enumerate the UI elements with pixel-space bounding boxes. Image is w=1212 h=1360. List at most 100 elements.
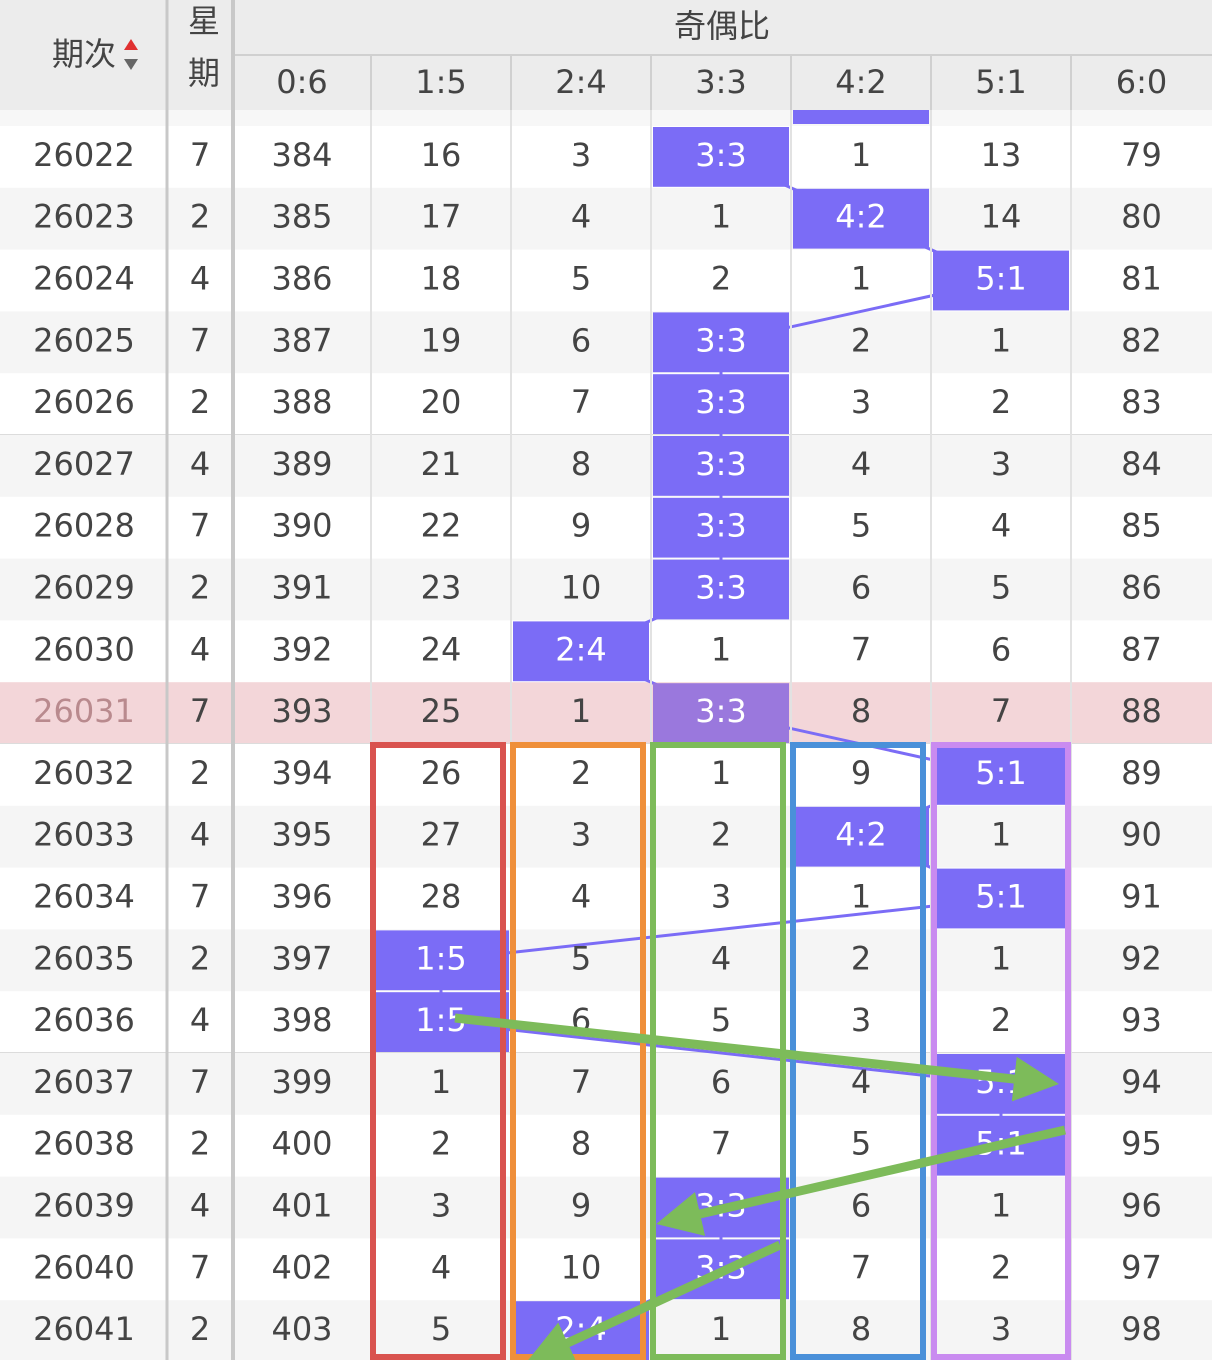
- cell: 6: [851, 1187, 871, 1225]
- cell: 3: [571, 136, 591, 174]
- cell: 8: [571, 1125, 591, 1163]
- cell: 2: [991, 1248, 1011, 1286]
- cell: 2: [711, 260, 731, 298]
- cell: 1: [851, 260, 871, 298]
- cell: 2: [711, 816, 731, 854]
- cell: 7: [851, 1248, 871, 1286]
- period: 26029: [33, 569, 135, 607]
- cell: 23: [421, 569, 462, 607]
- hit-cell: [373, 930, 509, 991]
- cell: 5: [851, 507, 871, 545]
- cell: 3: [991, 1310, 1011, 1348]
- cell: 13: [981, 136, 1022, 174]
- row-bg: [0, 805, 1212, 869]
- cell: 3: [711, 878, 731, 916]
- weekday: 7: [190, 507, 210, 545]
- cell: 6: [711, 1063, 731, 1101]
- period: 26028: [33, 507, 135, 545]
- hit-cell: [653, 312, 789, 373]
- cell: 1: [711, 1310, 731, 1348]
- column-header: 3:3: [695, 63, 747, 101]
- weekday: 2: [190, 569, 210, 607]
- cell: 3:3: [695, 569, 747, 607]
- cell: 21: [421, 445, 462, 483]
- cell: 9: [571, 507, 591, 545]
- cell: 82: [1121, 321, 1162, 359]
- weekday: 2: [190, 1310, 210, 1348]
- weekday: 2: [190, 383, 210, 421]
- period: 26036: [33, 1001, 135, 1039]
- period: 26037: [33, 1063, 135, 1101]
- weekday: 7: [190, 321, 210, 359]
- period-header[interactable]: 期次: [52, 35, 116, 73]
- weekday-header: 星期: [183, 4, 221, 108]
- cell: 4: [851, 1063, 871, 1101]
- cell: 87: [1121, 630, 1162, 668]
- hit-cell: [933, 745, 1069, 805]
- weekday: 4: [190, 630, 210, 668]
- cell: 3:3: [695, 321, 747, 359]
- row-bg: [0, 311, 1212, 374]
- row-bg: [0, 991, 1212, 1054]
- cell: 384: [271, 136, 332, 174]
- weekday: 7: [190, 878, 210, 916]
- column-header: 4:2: [835, 63, 887, 101]
- column-header: 0:6: [276, 63, 328, 101]
- sort-up-icon[interactable]: [124, 39, 138, 50]
- cell: 26: [421, 754, 462, 792]
- weekday: 4: [190, 445, 210, 483]
- highlight-box: [370, 742, 506, 1360]
- highlight-box: [510, 742, 646, 1360]
- cell: 3: [851, 1001, 871, 1039]
- cell: 8: [851, 1310, 871, 1348]
- weekday: 7: [190, 1248, 210, 1286]
- column-header: 5:1: [975, 63, 1027, 101]
- sort-down-icon[interactable]: [124, 59, 138, 70]
- hit-cell: [793, 806, 929, 867]
- row-bg: [0, 496, 1212, 560]
- cell: 95: [1121, 1125, 1162, 1163]
- cell: 389: [271, 445, 332, 483]
- cell: 388: [271, 383, 332, 421]
- cell: 94: [1121, 1063, 1162, 1101]
- cell: 27: [421, 816, 462, 854]
- cell: 96: [1121, 1187, 1162, 1225]
- cell: 1: [711, 198, 731, 236]
- cell: 7: [991, 692, 1011, 730]
- cell: 3: [851, 383, 871, 421]
- cell: 4: [431, 1248, 451, 1286]
- period: 26027: [33, 445, 135, 483]
- cell: 390: [271, 507, 332, 545]
- period: 26023: [33, 198, 135, 236]
- cell: 93: [1121, 1001, 1162, 1039]
- weekday: 4: [190, 260, 210, 298]
- cell: 85: [1121, 507, 1162, 545]
- row-bg: [0, 373, 1212, 436]
- cell: 25: [421, 692, 462, 730]
- cell: 91: [1121, 878, 1162, 916]
- hit-cell: [653, 127, 789, 187]
- row-bg: [0, 1176, 1212, 1239]
- cell: 8: [851, 692, 871, 730]
- cell: 10: [561, 569, 602, 607]
- cell: 3:3: [695, 507, 747, 545]
- period: 26030: [33, 630, 135, 668]
- cell: 3: [571, 816, 591, 854]
- cell: 84: [1121, 445, 1162, 483]
- cell: 19: [421, 321, 462, 359]
- highlight-box: [931, 742, 1071, 1360]
- column-header: 1:5: [415, 63, 467, 101]
- period: 26040: [33, 1248, 135, 1286]
- cell: 90: [1121, 816, 1162, 854]
- cell: 403: [271, 1310, 332, 1348]
- column-header: 6:0: [1116, 63, 1168, 101]
- period: 26024: [33, 260, 135, 298]
- cell: 6: [851, 569, 871, 607]
- cell: 2: [991, 383, 1011, 421]
- period: 26041: [33, 1310, 135, 1348]
- cell: 5: [571, 260, 591, 298]
- weekday: 4: [190, 1001, 210, 1039]
- row-bg: [0, 1238, 1212, 1301]
